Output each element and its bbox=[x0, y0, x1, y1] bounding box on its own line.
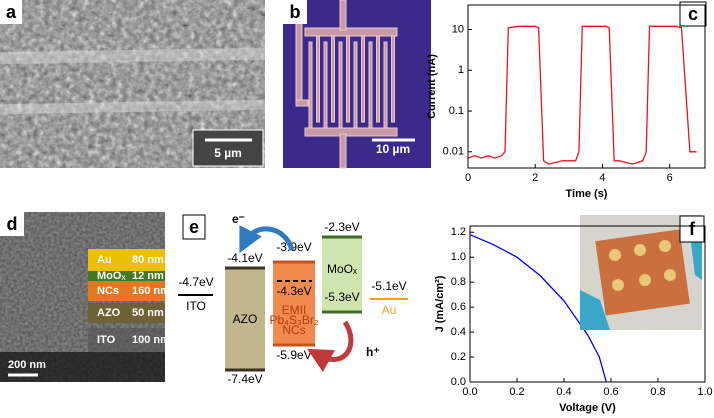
layer-name: Pb₄S₃Br₂ bbox=[269, 313, 318, 327]
y-axis-label: Current (nA) bbox=[426, 54, 438, 119]
layer-name: ITO bbox=[97, 334, 116, 346]
moox-band bbox=[322, 237, 362, 312]
layer-name: AZO bbox=[233, 312, 258, 326]
azo-band bbox=[225, 268, 265, 370]
electrode-finger bbox=[323, 41, 328, 129]
energy-label: -3.9eV bbox=[276, 240, 311, 254]
x-axis-label: Voltage (V) bbox=[559, 402, 616, 414]
x-tick-label: 6 bbox=[667, 172, 673, 184]
data-line bbox=[467, 25, 697, 165]
x-tick-label: 0.2 bbox=[509, 386, 524, 398]
electrode-finger bbox=[331, 35, 335, 123]
electrode-finger bbox=[383, 41, 388, 129]
layer-name: AZO bbox=[97, 307, 121, 319]
energy-label: -5.9eV bbox=[276, 348, 311, 362]
layer-name: ITO bbox=[186, 299, 206, 313]
x-tick-label: 0.6 bbox=[603, 386, 618, 398]
y-tick-label: 0.4 bbox=[451, 326, 466, 338]
carrier-label: e⁻ bbox=[232, 212, 245, 226]
electron-arrow bbox=[239, 225, 295, 254]
layer-name: EMII bbox=[282, 303, 307, 317]
energy-label: -5.3eV bbox=[324, 290, 359, 304]
energy-label: -5.1eV bbox=[371, 279, 406, 293]
x-tick-label: 4 bbox=[599, 172, 605, 184]
layer-thickness: 160 nm bbox=[132, 285, 170, 297]
x-axis-label: Time (s) bbox=[566, 188, 608, 200]
ncs-band bbox=[273, 262, 315, 345]
scale-bar-label: 5 µm bbox=[214, 146, 242, 160]
electrode-finger bbox=[338, 41, 343, 129]
y-tick-label: 1.0 bbox=[451, 251, 466, 263]
y-tick-label: 1 bbox=[458, 64, 464, 76]
x-tick-label: 1.0 bbox=[697, 386, 712, 398]
electrode-finger bbox=[353, 41, 358, 129]
electrode bbox=[339, 133, 347, 169]
y-tick-label: 0.8 bbox=[451, 276, 466, 288]
cross-section-image: Au 80 nm MoOₓ 12 nm NCs 160 nm AZO 50 nm ITO 100 … bbox=[0, 212, 170, 382]
layer-thickness: 50 nm bbox=[132, 307, 164, 319]
energy-diagram: e -4.7eV ITO -4.1eV -7.4eV AZO -3.9eV -4… bbox=[178, 212, 408, 386]
device-image: b 10 µm bbox=[283, 0, 431, 169]
electrode-finger bbox=[308, 41, 313, 129]
electrode-finger bbox=[346, 35, 350, 123]
current-chart: c 0 2 4 6 0.01 0.1 1 10 Time (s) Current (nA) bbox=[426, 1, 707, 200]
electrode-finger bbox=[391, 35, 395, 123]
sem-image: a 5 µm bbox=[0, 0, 266, 168]
panel-label: f bbox=[689, 219, 696, 239]
y-tick-label: 0.2 bbox=[451, 351, 466, 363]
layer-name: NCs bbox=[282, 323, 305, 337]
plot-frame bbox=[467, 4, 706, 169]
layer-name: NCs bbox=[97, 285, 119, 297]
energy-label: -4.7eV bbox=[178, 275, 213, 289]
plot bbox=[469, 234, 607, 383]
layer-name: Au bbox=[382, 303, 397, 317]
layer-thickness: 100 nm bbox=[132, 334, 170, 346]
panel-label: d bbox=[7, 214, 18, 234]
y-tick-label: 0.0 bbox=[451, 376, 466, 388]
plot bbox=[467, 25, 697, 165]
scale-bar-label: 10 µm bbox=[376, 142, 410, 156]
energy-label: -2.3eV bbox=[324, 220, 359, 234]
electrode bbox=[295, 99, 309, 107]
layer-thickness: 80 nm bbox=[132, 254, 164, 266]
electrode bbox=[304, 127, 398, 137]
carrier-label: h⁺ bbox=[366, 345, 380, 359]
hole-arrow bbox=[307, 320, 354, 372]
layer-name: Au bbox=[97, 254, 112, 266]
inset-photo bbox=[580, 215, 702, 330]
y-tick-label: 0.6 bbox=[451, 301, 466, 313]
y-tick-label: 10 bbox=[452, 23, 464, 35]
layer-thickness: 12 nm bbox=[132, 270, 164, 282]
layer-name: MoOₓ bbox=[97, 270, 126, 282]
panel-label: a bbox=[6, 2, 17, 22]
plot-frame bbox=[469, 225, 706, 383]
panel-label: e bbox=[189, 217, 199, 237]
x-tick-label: 0.4 bbox=[556, 386, 571, 398]
jv-chart: f 0.0 0.2 0.4 0.6 0.8 1.0 0.0 0.2 0.4 0.6 0.8 1.0 1.… bbox=[434, 215, 713, 414]
data-line bbox=[469, 234, 607, 383]
y-axis-label: J (mA/cm²) bbox=[434, 275, 446, 332]
electrode-finger bbox=[316, 35, 320, 123]
energy-label: -7.4eV bbox=[227, 372, 262, 386]
y-tick-label: 0.1 bbox=[449, 105, 464, 117]
energy-label: -4.1eV bbox=[227, 251, 262, 265]
y-tick-label: 0.01 bbox=[443, 146, 464, 158]
electrode bbox=[339, 0, 347, 31]
layer-name: MoOₓ bbox=[327, 262, 357, 276]
electrode-finger bbox=[361, 35, 365, 123]
electrode bbox=[304, 27, 398, 37]
x-tick-label: 0 bbox=[465, 172, 471, 184]
scale-bar-label: 200 nm bbox=[8, 359, 46, 371]
x-tick-label: 2 bbox=[532, 172, 538, 184]
electrode-finger bbox=[368, 41, 373, 129]
panel-label: c bbox=[688, 4, 698, 24]
x-tick-label: 0.8 bbox=[650, 386, 665, 398]
electrode-finger bbox=[376, 35, 380, 123]
x-tick-label: 0.0 bbox=[462, 386, 477, 398]
y-tick-label: 1.2 bbox=[451, 226, 466, 238]
energy-label: -4.3eV bbox=[276, 284, 311, 298]
panel-label: b bbox=[290, 2, 301, 22]
